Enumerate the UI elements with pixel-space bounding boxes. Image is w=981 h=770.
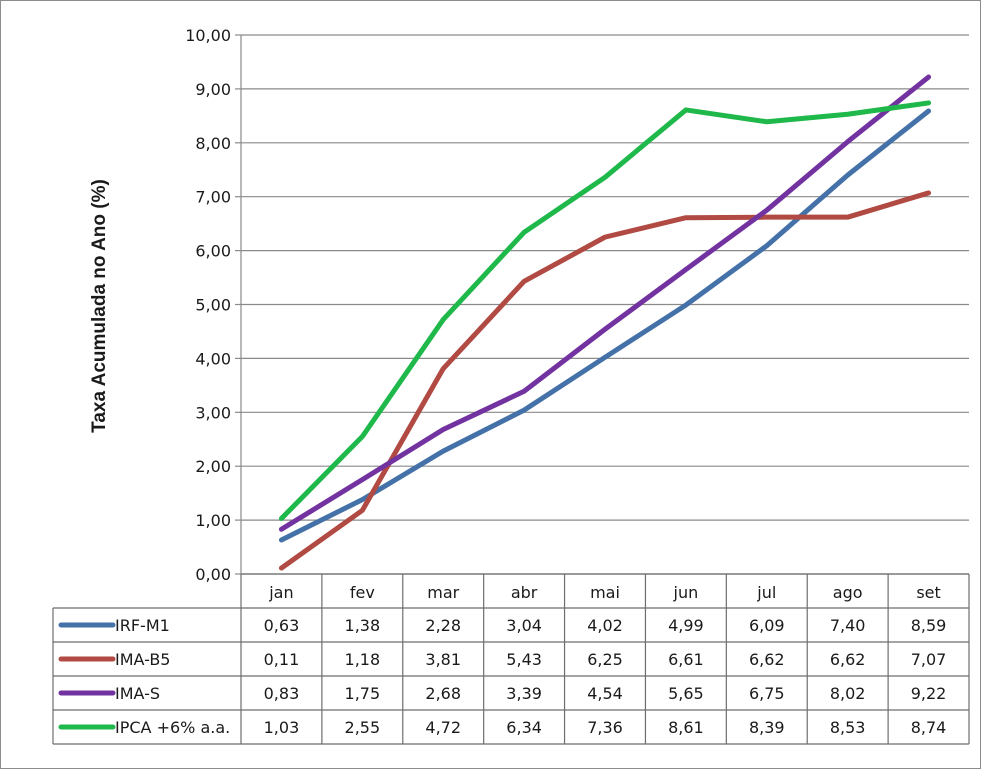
x-category-label: set [916, 583, 940, 602]
data-cell: 8,53 [830, 718, 866, 737]
x-category-label: fev [350, 583, 375, 602]
y-tick-label: 5,00 [195, 296, 231, 315]
data-cell: 6,62 [749, 650, 785, 669]
data-cell: 1,03 [264, 718, 300, 737]
data-cell: 8,61 [668, 718, 704, 737]
data-cell: 4,99 [668, 616, 704, 635]
y-tick-label: 10,00 [185, 26, 231, 45]
data-cell: 6,61 [668, 650, 704, 669]
x-category-label: mai [590, 583, 620, 602]
data-cell: 4,72 [425, 718, 461, 737]
y-tick-label: 6,00 [195, 242, 231, 261]
data-cell: 3,04 [506, 616, 542, 635]
gridlines [235, 34, 969, 575]
series-line [278, 100, 932, 521]
data-cell: 2,55 [345, 718, 381, 737]
data-cell: 1,75 [345, 684, 381, 703]
data-cell: 5,43 [506, 650, 542, 669]
data-cell: 8,39 [749, 718, 785, 737]
legend-label: IPCA +6% a.a. [115, 718, 230, 737]
data-cell: 7,07 [911, 650, 947, 669]
series-lines [278, 74, 932, 571]
data-cell: 8,74 [911, 718, 947, 737]
data-cell: 7,40 [830, 616, 866, 635]
legend-label: IMA-S [115, 684, 160, 703]
data-cell: 6,09 [749, 616, 785, 635]
x-category-label: ago [833, 583, 863, 602]
data-cell: 6,25 [587, 650, 623, 669]
data-cell: 5,65 [668, 684, 704, 703]
data-cell: 2,68 [425, 684, 461, 703]
y-tick-label: 9,00 [195, 80, 231, 99]
data-table: jan fev mar abr mai jun jul ago set IRF-M1 0,63 1,3… [52, 573, 970, 745]
data-cell: 6,34 [506, 718, 542, 737]
data-cell: 0,11 [264, 650, 300, 669]
y-axis-label: Taxa Acumulada no Ano (%) [89, 179, 110, 433]
y-tick-label: 8,00 [195, 134, 231, 153]
y-tick-label: 7,00 [195, 188, 231, 207]
y-axis-ticks: 0,00 1,00 2,00 3,00 4,00 5,00 6,00 7,00 8,00 9,00… [185, 26, 231, 584]
series-line [278, 74, 932, 532]
data-cell: 6,75 [749, 684, 785, 703]
legend-label: IRF-M1 [115, 616, 170, 635]
data-cell: 3,39 [506, 684, 542, 703]
y-tick-label: 3,00 [195, 403, 231, 422]
y-tick-label: 2,00 [195, 457, 231, 476]
x-category-label: mar [427, 583, 459, 602]
data-cell: 9,22 [911, 684, 947, 703]
data-cell: 1,18 [345, 650, 381, 669]
data-cell: 4,02 [587, 616, 623, 635]
data-cell: 8,02 [830, 684, 866, 703]
y-tick-label: 4,00 [195, 349, 231, 368]
y-tick-label: 0,00 [195, 565, 231, 584]
y-tick-label: 1,00 [195, 511, 231, 530]
data-cell: 2,28 [425, 616, 461, 635]
series-line [278, 108, 932, 543]
data-cell: 0,63 [264, 616, 300, 635]
series-line [278, 190, 932, 571]
x-category-label: jul [756, 583, 776, 602]
data-cell: 4,54 [587, 684, 623, 703]
data-cell: 3,81 [425, 650, 461, 669]
legend-label: IMA-B5 [115, 650, 170, 669]
data-cell: 7,36 [587, 718, 623, 737]
data-cell: 0,83 [264, 684, 300, 703]
data-cell: 8,59 [911, 616, 947, 635]
x-category-label: jun [673, 583, 699, 602]
data-cell: 6,62 [830, 650, 866, 669]
x-category-label: abr [511, 583, 538, 602]
x-category-label: jan [268, 583, 293, 602]
data-cell: 1,38 [345, 616, 381, 635]
